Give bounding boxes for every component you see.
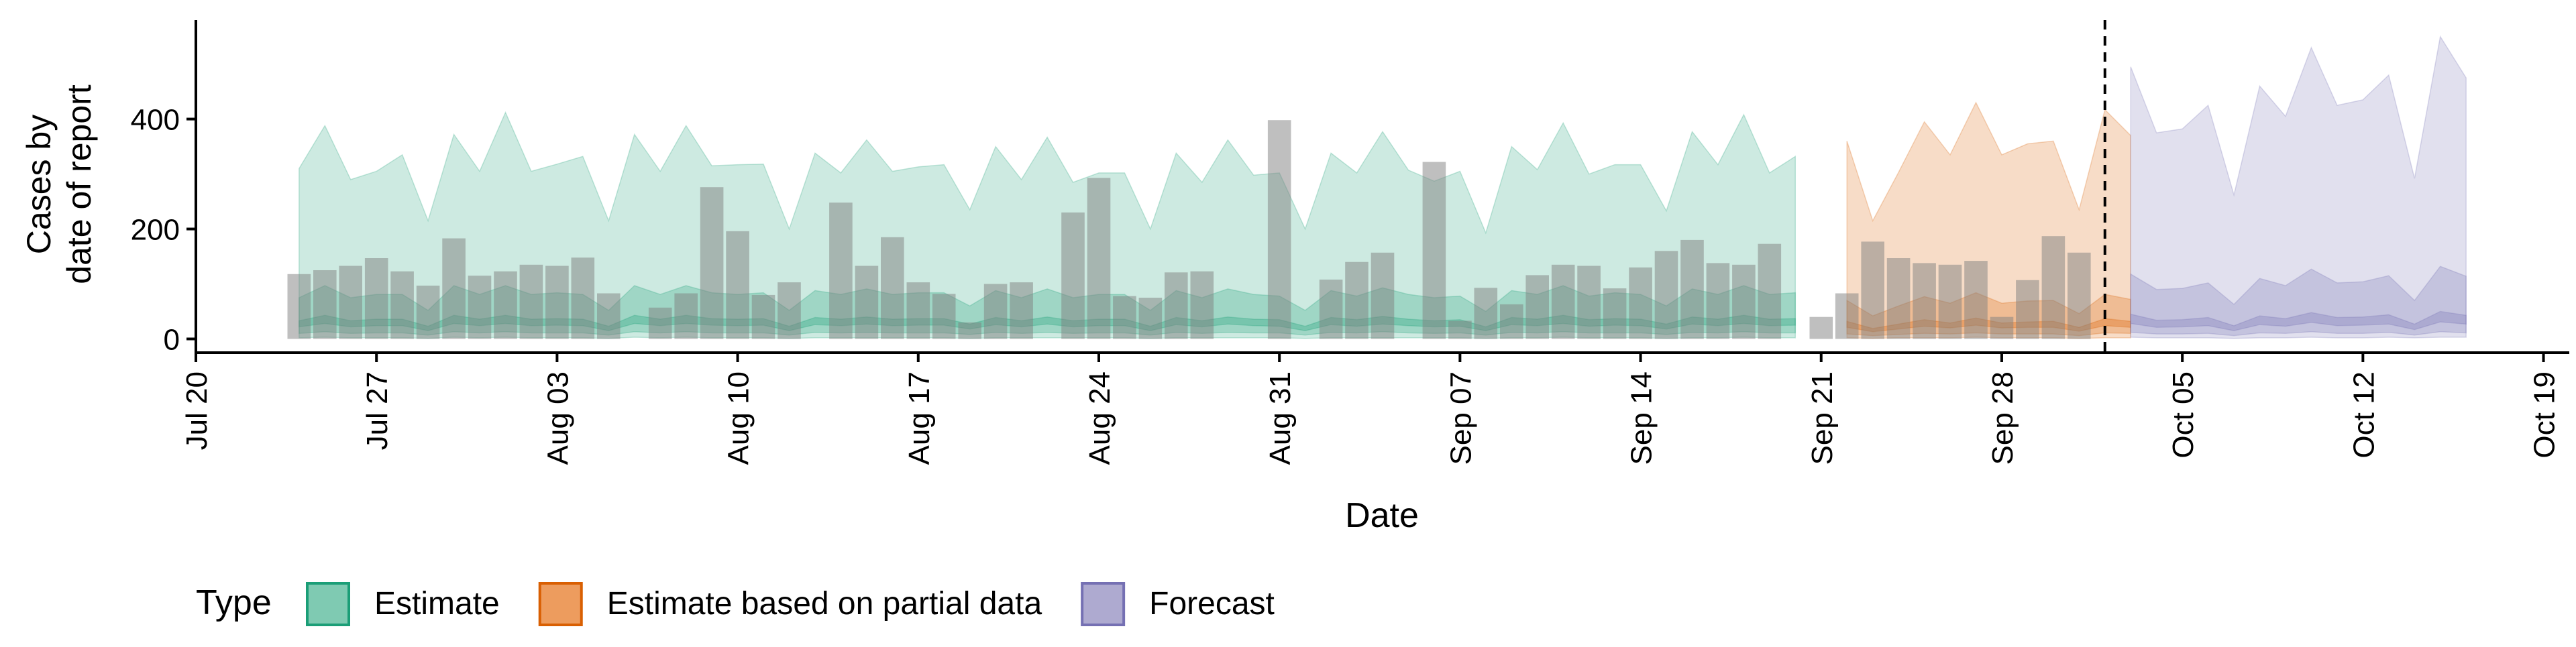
observed-bar — [364, 258, 388, 339]
observed-bar — [519, 264, 543, 339]
observed-bar — [1113, 296, 1136, 339]
observed-bar — [1525, 275, 1549, 339]
observed-bar — [1758, 243, 1782, 339]
observed-bar — [906, 282, 930, 339]
legend-key — [538, 582, 583, 626]
x-tick-label: Aug 17 — [903, 371, 936, 465]
y-axis-label-line-2: date of report — [60, 84, 98, 284]
observed-bar — [881, 237, 904, 339]
observed-bar — [313, 270, 337, 339]
observed-bar — [545, 266, 569, 339]
observed-bar — [1138, 298, 1163, 339]
x-axis-label: Date — [1345, 496, 1419, 535]
observed-bar — [1448, 320, 1472, 339]
observed-bar — [1654, 251, 1678, 339]
observed-bar — [1706, 263, 1730, 339]
observed-bar — [442, 238, 466, 339]
observed-bar — [1267, 120, 1291, 339]
observed-bar — [1861, 241, 1884, 339]
x-tick-label: Sep 28 — [1986, 371, 2019, 465]
observed-bar — [1732, 264, 1756, 339]
observed-bar — [1087, 178, 1111, 339]
observed-bar — [2068, 252, 2091, 339]
x-tick-label: Sep 07 — [1444, 371, 1477, 465]
observed-bar — [1551, 264, 1575, 339]
y-tick-label: 400 — [131, 104, 180, 137]
x-tick-label: Aug 10 — [722, 371, 755, 465]
observed-bar — [1010, 282, 1033, 339]
observed-bar — [726, 231, 749, 339]
observed-bar — [1809, 316, 1833, 339]
observed-bar — [674, 293, 698, 339]
ribbon-ci50-series-3 — [2130, 266, 2467, 337]
legend-label: Estimate based on partial data — [607, 586, 1042, 622]
legend-key — [306, 582, 350, 626]
observed-bar — [1680, 239, 1704, 339]
observed-bar — [983, 284, 1008, 339]
axes-layer — [195, 20, 2569, 354]
observed-bar — [339, 266, 362, 339]
observed-bar — [1165, 272, 1188, 339]
observed-bar — [597, 293, 621, 339]
legend: Type Estimate Estimate based on partial da… — [196, 582, 1275, 626]
observed-bar — [1345, 261, 1368, 339]
observed-bar — [1422, 162, 1446, 339]
observed-bar — [855, 266, 879, 339]
observed-bar — [1061, 212, 1085, 339]
observed-bar — [1964, 261, 1988, 339]
observed-bar — [1990, 316, 2014, 339]
y-tick-layer: 0 200 400 — [131, 104, 196, 357]
legend-label: Estimate — [374, 586, 500, 622]
observed-bar — [648, 307, 672, 339]
x-tick-label: Oct 19 — [2528, 371, 2561, 459]
x-tick-label: Oct 12 — [2347, 371, 2380, 459]
observed-bar — [1913, 263, 1936, 339]
observed-bar — [1629, 267, 1652, 339]
x-tick-label: Sep 21 — [1806, 371, 1839, 465]
observed-bar — [571, 257, 595, 339]
observed-bar-layer — [287, 120, 2091, 339]
x-tick-label: Oct 05 — [2167, 371, 2200, 459]
observed-bar — [1319, 280, 1343, 339]
observed-bar — [416, 286, 440, 339]
observed-bar — [287, 274, 311, 339]
legend-label: Forecast — [1149, 586, 1275, 622]
observed-bar — [932, 294, 956, 339]
observed-bar — [1603, 288, 1627, 339]
legend-key — [1081, 582, 1126, 626]
observed-bar — [468, 276, 492, 339]
y-tick-label: 0 — [164, 324, 180, 357]
y-tick-label: 200 — [131, 214, 180, 247]
x-tick-label: Aug 24 — [1083, 371, 1116, 465]
ribbon-ci90-series-3 — [2130, 35, 2467, 339]
observed-bar — [751, 294, 775, 339]
y-axis-label-line-1: Cases by — [20, 115, 58, 254]
observed-bar — [777, 282, 801, 339]
observed-bar — [1835, 293, 1859, 339]
legend-title: Type — [196, 583, 272, 622]
observed-bar — [1886, 258, 1911, 339]
observed-bar — [1371, 252, 1395, 339]
x-tick-label: Aug 31 — [1264, 371, 1297, 465]
x-tick-label: Aug 03 — [541, 371, 574, 465]
x-tick-label: Sep 14 — [1625, 371, 1658, 465]
observed-bar — [2041, 236, 2065, 339]
observed-bar — [1190, 271, 1214, 339]
observed-bar — [829, 202, 853, 339]
observed-bar — [1500, 304, 1523, 339]
observed-bar — [1474, 288, 1498, 339]
observed-bar — [390, 271, 414, 339]
x-tick-label: Jul 27 — [361, 371, 394, 450]
observed-bar — [700, 187, 724, 339]
observed-bar — [494, 271, 517, 339]
x-tick-label: Jul 20 — [180, 371, 213, 450]
observed-bar — [1938, 264, 1962, 339]
x-tick-layer: Jul 20 Jul 27 Aug 03 Aug 10 Aug 17 Aug 24 Aug … — [180, 353, 2561, 465]
observed-bar — [2016, 280, 2039, 339]
observed-bar — [1577, 266, 1601, 339]
ribbon-ci20-series-3 — [2130, 310, 2467, 331]
observed-bar — [958, 322, 981, 339]
